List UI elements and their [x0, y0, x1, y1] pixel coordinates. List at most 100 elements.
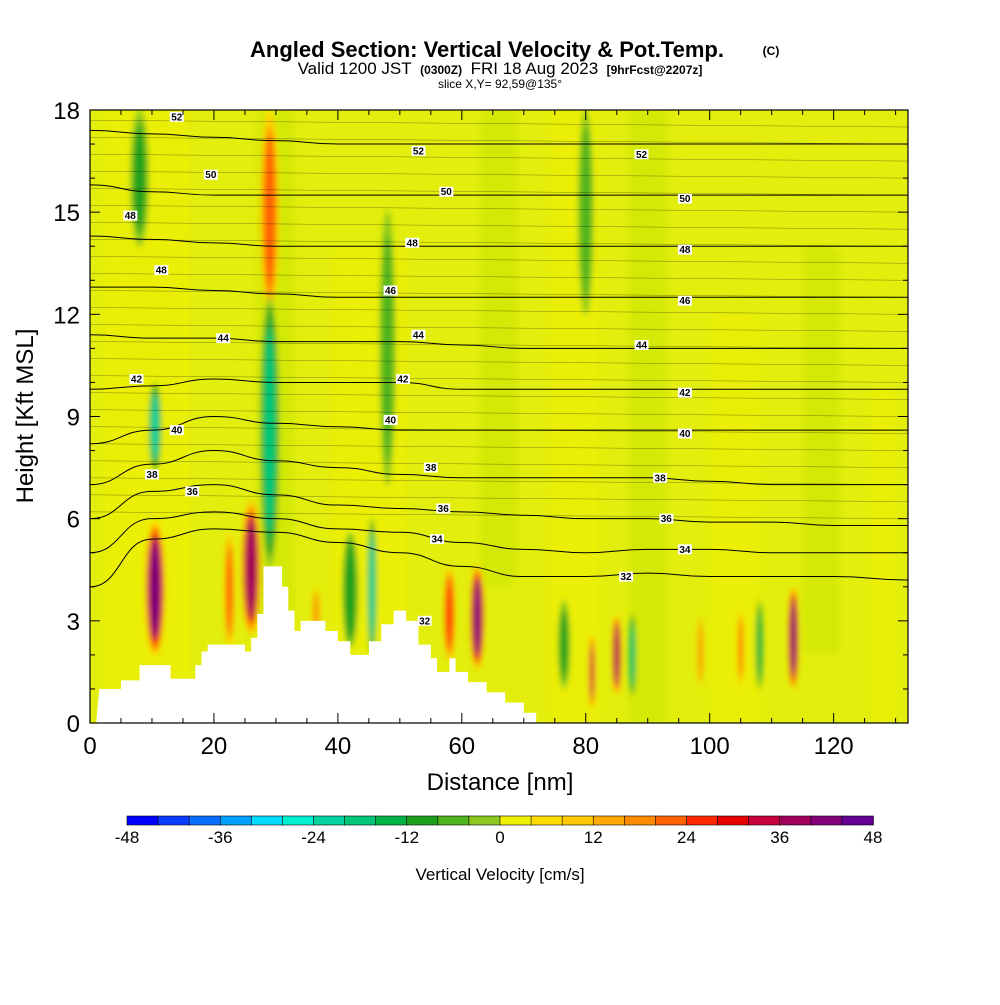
contour-label-9: 48 [156, 266, 168, 277]
y-tick-label-15: 15 [53, 200, 80, 227]
colorbar-swatch-8 [375, 815, 408, 826]
minor-contour-9 [90, 409, 908, 417]
downdraft-cell-5-level-3 [345, 546, 355, 634]
contour-label-10: 46 [385, 286, 397, 297]
x-axis: 0 20 40 60 80 100 120 [83, 110, 897, 760]
contour-label-19: 40 [385, 415, 397, 426]
colorbar-swatch-7 [344, 815, 377, 826]
minor-contour-12.5 [90, 290, 908, 298]
chart-title-unit: (C) [763, 44, 780, 58]
x-tick-label-80: 80 [572, 733, 599, 760]
colorbar-tick-0: 0 [495, 828, 504, 847]
contour-label-29: 32 [620, 572, 632, 583]
vertical-velocity-field [102, 110, 896, 723]
contour-label-bg-27 [430, 534, 445, 545]
background-streak-7 [802, 246, 840, 655]
contour-label-11: 46 [679, 296, 691, 307]
colorbar-swatch-12 [499, 815, 532, 826]
contour-label-3: 50 [205, 170, 217, 181]
contour-46 [90, 286, 908, 298]
minor-contour-8.5 [90, 426, 908, 434]
contour-label-bg-2 [634, 149, 649, 160]
contour-36 [90, 484, 908, 526]
forecast-tag: [9hrFcst@2207z] [607, 63, 703, 77]
minor-contour-7 [90, 477, 908, 485]
background-streak-5 [629, 110, 667, 723]
colorbar: -48 -36 -24 -12 0 12 24 36 48 [115, 815, 883, 847]
contour-32 [90, 528, 908, 588]
contour-labels: 52 52 52 50 50 50 48 48 48 48 46 46 44 44 44 42 42 42 40 40… [123, 111, 692, 627]
terrain-mask [90, 566, 908, 723]
contour-label-bg-5 [677, 193, 692, 204]
contour-label-bg-7 [405, 237, 420, 248]
minor-contour-17.5 [90, 119, 908, 128]
x-axis-label: Distance [nm] [427, 769, 574, 796]
pot-temp-contours [90, 119, 908, 588]
y-tick-label-3: 3 [67, 609, 80, 636]
updraft-cell-1-level-3 [245, 518, 257, 618]
downdraft-cell-2-level-3 [151, 393, 159, 460]
contour-48 [90, 235, 908, 247]
contour-label-bg-10 [383, 285, 398, 296]
colorbar-swatch-22 [810, 815, 843, 826]
y-tick-label-6: 6 [67, 507, 80, 534]
contour-label-bg-28 [677, 544, 692, 555]
background-streak-3 [480, 110, 518, 587]
contour-label-2: 52 [636, 150, 648, 161]
contour-label-24: 36 [187, 487, 199, 498]
updraft-cell-7-level-3 [589, 643, 594, 701]
minor-contour-11.5 [90, 324, 908, 332]
contour-label-bg-12 [216, 333, 231, 344]
contour-label-16: 42 [397, 375, 409, 386]
updraft-cell-6-level-3 [614, 624, 620, 686]
valid-date: FRI 18 Aug 2023 [471, 59, 599, 78]
colorbar-swatch-15 [592, 815, 626, 826]
plot-area: 52 52 52 50 50 50 48 48 48 48 46 46 44 44 44 42 42 42 40 40… [90, 110, 908, 723]
colorbar-tick--24: -24 [301, 828, 326, 847]
minor-contour-15.5 [90, 188, 908, 196]
downdraft-cell-1-level-3 [264, 330, 276, 533]
updraft-cell-3-level-3 [473, 579, 482, 656]
colorbar-swatch-6 [313, 815, 346, 826]
contour-52 [90, 129, 908, 145]
colorbar-tick--36: -36 [208, 828, 233, 847]
contour-label-bg-15 [129, 374, 144, 385]
contour-label-bg-17 [677, 387, 692, 398]
minor-contour-7.5 [90, 460, 908, 468]
contour-label-14: 44 [636, 340, 648, 351]
contour-label-bg-30 [417, 615, 432, 626]
minor-contour-10 [90, 375, 908, 383]
minor-contour-14 [90, 239, 908, 247]
contour-label-bg-6 [123, 210, 138, 221]
colorbar-swatch-21 [779, 815, 812, 826]
colorbar-swatch-17 [655, 815, 688, 826]
contour-label-bg-3 [203, 169, 218, 180]
minor-contour-15 [90, 205, 908, 213]
updraft-cell-11-level-3 [264, 135, 276, 289]
background-streak-0 [102, 110, 190, 723]
contour-label-bg-11 [677, 295, 692, 306]
contour-label-30: 32 [419, 616, 431, 627]
updraft-cell-2-level-3 [226, 546, 233, 634]
contour-label-bg-19 [383, 414, 398, 425]
contour-label-12: 44 [218, 334, 230, 345]
downdraft-cell-4-level-3 [369, 535, 375, 638]
minor-contour-10.5 [90, 358, 908, 366]
x-tick-label-0: 0 [83, 733, 96, 760]
minor-contour-16.5 [90, 154, 908, 162]
minor-contour-17 [90, 136, 908, 145]
x-tick-label-100: 100 [690, 733, 730, 760]
colorbar-swatch-23 [841, 815, 874, 826]
x-tick-label-40: 40 [325, 733, 352, 760]
contour-label-bg-13 [411, 329, 426, 340]
colorbar-swatch-19 [717, 815, 750, 826]
contour-label-26: 36 [661, 514, 673, 525]
contour-label-22: 38 [425, 463, 437, 474]
contour-label-20: 40 [679, 429, 691, 440]
colorbar-swatch-16 [624, 815, 657, 826]
colorbar-swatch-13 [530, 815, 563, 826]
y-axis-label: Height [Kft MSL] [12, 329, 39, 504]
colorbar-tick-48: 48 [864, 828, 883, 847]
contour-label-7: 48 [407, 238, 419, 249]
